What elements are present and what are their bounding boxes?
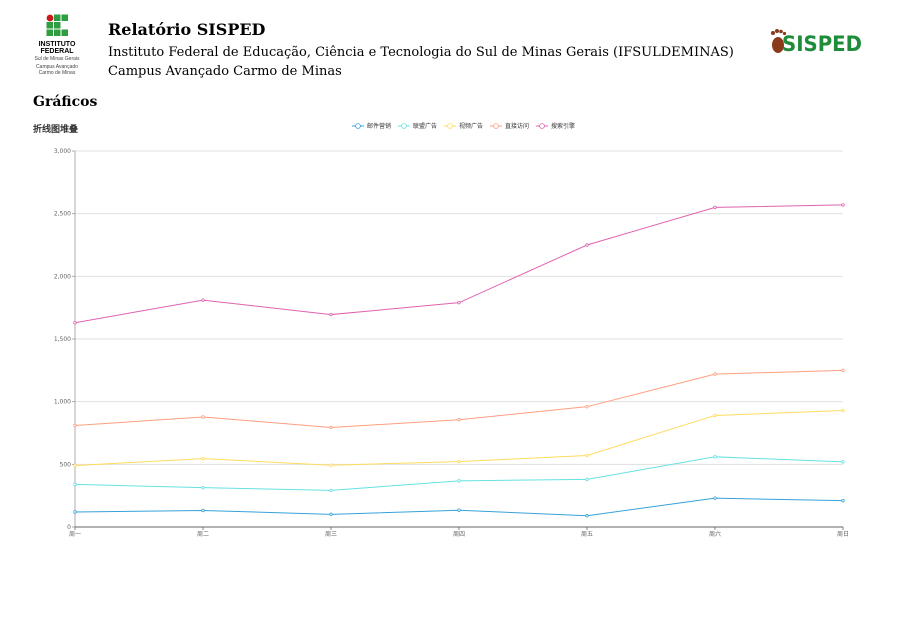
data-point[interactable] (201, 456, 205, 461)
institution-name: Instituto Federal de Educação, Ciência e… (108, 45, 734, 60)
series-line (74, 497, 844, 517)
series-4 (73, 368, 845, 430)
legend-marker (355, 123, 361, 129)
data-point[interactable] (585, 453, 589, 458)
legend-marker (493, 123, 499, 129)
data-point[interactable] (329, 463, 333, 467)
legend-label: 邮件营销 (367, 122, 391, 130)
data-point[interactable] (841, 368, 845, 373)
legend-marker (401, 123, 407, 129)
institution-logo-icon (46, 14, 68, 36)
x-tick-label: 周五 (581, 531, 593, 538)
data-point[interactable] (73, 482, 77, 487)
series-2 (73, 455, 845, 493)
data-point[interactable] (329, 312, 333, 317)
legend-item-1[interactable]: 邮件营销 (352, 122, 391, 130)
data-point[interactable] (713, 496, 717, 500)
data-point[interactable] (841, 460, 845, 464)
data-point[interactable] (713, 205, 717, 210)
data-point[interactable] (585, 243, 589, 247)
data-point[interactable] (585, 477, 589, 482)
x-tick-label: 周四 (453, 531, 465, 538)
legend-item-4[interactable]: 直接访问 (490, 122, 529, 130)
legend-label: 搜索引擎 (551, 122, 575, 130)
data-point[interactable] (457, 479, 461, 483)
x-tick-label: 周三 (325, 531, 337, 538)
institution-logo: INSTITUTO FEDERAL Sul de Minas Gerais Ca… (28, 14, 86, 80)
data-point[interactable] (457, 418, 461, 422)
y-tick-label: 2,000 (54, 273, 71, 280)
y-tick-label: 2,500 (54, 211, 71, 218)
legend-item-5[interactable]: 搜索引擎 (536, 122, 575, 130)
data-point[interactable] (73, 510, 77, 514)
data-point[interactable] (73, 321, 77, 325)
data-point[interactable] (841, 498, 845, 503)
section-title: Gráficos (33, 94, 98, 110)
y-tick-label: 0 (67, 524, 71, 531)
series-line (74, 204, 844, 324)
data-point[interactable] (329, 512, 333, 517)
data-point[interactable] (841, 203, 845, 207)
legend-marker (539, 123, 545, 129)
x-tick-label: 周日 (837, 531, 849, 538)
data-point[interactable] (713, 372, 717, 376)
institution-logo-campus-sub: Campus Avançado Carmo de Minas (36, 64, 78, 76)
y-tick-label: 1,000 (54, 399, 71, 406)
data-point[interactable] (329, 488, 333, 493)
x-tick-label: 周六 (709, 530, 721, 538)
x-tick-label: 周二 (197, 531, 209, 538)
data-point[interactable] (585, 514, 589, 518)
data-point[interactable] (457, 300, 461, 305)
sisped-logo: SISPED (771, 29, 862, 56)
x-tick-label: 周一 (69, 531, 81, 538)
data-point[interactable] (585, 404, 589, 409)
legend-item-3[interactable]: 视频广告 (444, 122, 483, 130)
data-point[interactable] (73, 463, 77, 468)
legend-label: 联盟广告 (413, 122, 437, 130)
data-point[interactable] (457, 459, 461, 464)
data-point[interactable] (841, 408, 845, 413)
data-point[interactable] (713, 413, 717, 418)
data-point[interactable] (201, 485, 205, 490)
sisped-logo-text: SISPED (782, 32, 862, 56)
data-point[interactable] (201, 508, 205, 513)
y-tick-label: 1,500 (54, 336, 71, 343)
data-point[interactable] (201, 298, 205, 302)
chart-series (73, 203, 845, 518)
institution-logo-text: INSTITUTO FEDERAL (38, 41, 76, 55)
footprint-icon (771, 29, 787, 53)
series-5 (73, 203, 845, 325)
report-title: Relatório SISPED (108, 20, 266, 39)
institution-logo-campus-name: Sul de Minas Gerais (34, 56, 80, 62)
series-1 (73, 496, 845, 518)
series-3 (73, 408, 845, 468)
data-point[interactable] (73, 423, 77, 428)
data-point[interactable] (457, 508, 461, 512)
chart-title: 折线图堆叠 (33, 125, 79, 135)
data-point[interactable] (713, 455, 717, 459)
legend-item-2[interactable]: 联盟广告 (398, 122, 437, 130)
chart-legend[interactable]: 邮件营销 联盟广告 视频广告 直接访问 搜索引擎 (352, 122, 575, 130)
chart-axes: 0 500 1,000 1,500 2,000 2,500 3,000 周一 周二 周三 周四 周五 周… (54, 148, 849, 538)
campus-name: Campus Avançado Carmo de Minas (108, 64, 342, 79)
legend-label: 直接访问 (505, 122, 529, 130)
legend-label: 视频广告 (459, 122, 483, 130)
data-point[interactable] (329, 425, 333, 430)
data-point[interactable] (201, 415, 205, 419)
legend-marker (447, 123, 453, 129)
chart-grid (75, 150, 843, 465)
y-tick-label: 500 (60, 461, 72, 468)
y-tick-label: 3,000 (54, 148, 71, 155)
